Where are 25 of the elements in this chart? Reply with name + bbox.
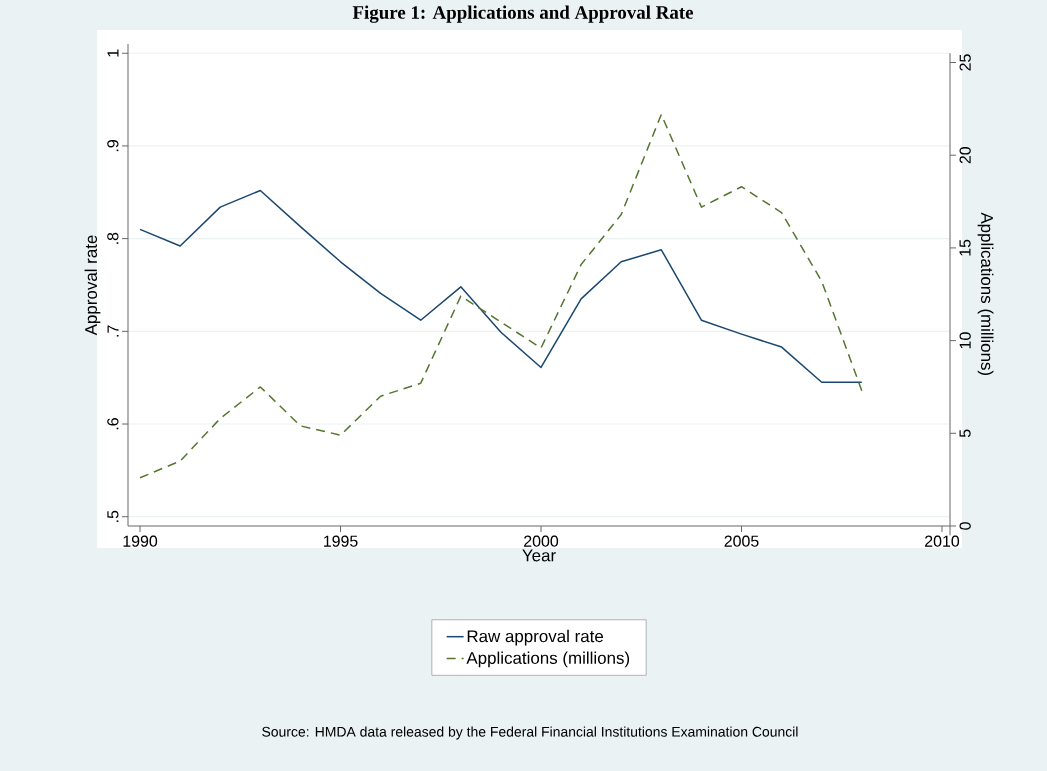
x-tick-label: 1990 — [123, 535, 158, 547]
line-series — [139, 189, 863, 384]
x-tick-label: 2010 — [925, 535, 960, 547]
y-tick-label: .8 — [107, 232, 119, 244]
y2-tick-label: 10 — [959, 332, 971, 349]
x-tick-label: 1995 — [324, 535, 358, 547]
y2-tick-label: 25 — [959, 54, 971, 71]
chart-title: Figure 1: Applications and Approval Rate — [352, 5, 694, 23]
y-tick-label: .6 — [107, 418, 119, 430]
y2-tick-label: 15 — [959, 239, 971, 256]
y2-tick-label: 5 — [959, 429, 971, 438]
legend-label: Raw approval rate — [467, 629, 604, 646]
y-tick-label: .5 — [107, 510, 119, 522]
y2-tick-label: 20 — [959, 146, 971, 164]
y2-tick-label: 0 — [959, 522, 971, 530]
x-axis-title: Year — [522, 549, 556, 562]
y-tick-label: 1 — [107, 49, 119, 57]
y-axis-title: Approval rate — [84, 235, 101, 336]
x-tick-label: 2000 — [524, 535, 559, 547]
y-tick-label: .7 — [107, 325, 119, 337]
legend-label: Applications (millions) — [466, 651, 630, 668]
y2-axis-title: Applications (millions) — [977, 212, 994, 376]
y-tick-label: .9 — [107, 140, 119, 152]
source-note: Source: HMDA data released by the Federal Financial Institutions Examination Council — [262, 726, 798, 740]
x-tick-label: 2005 — [724, 535, 759, 547]
